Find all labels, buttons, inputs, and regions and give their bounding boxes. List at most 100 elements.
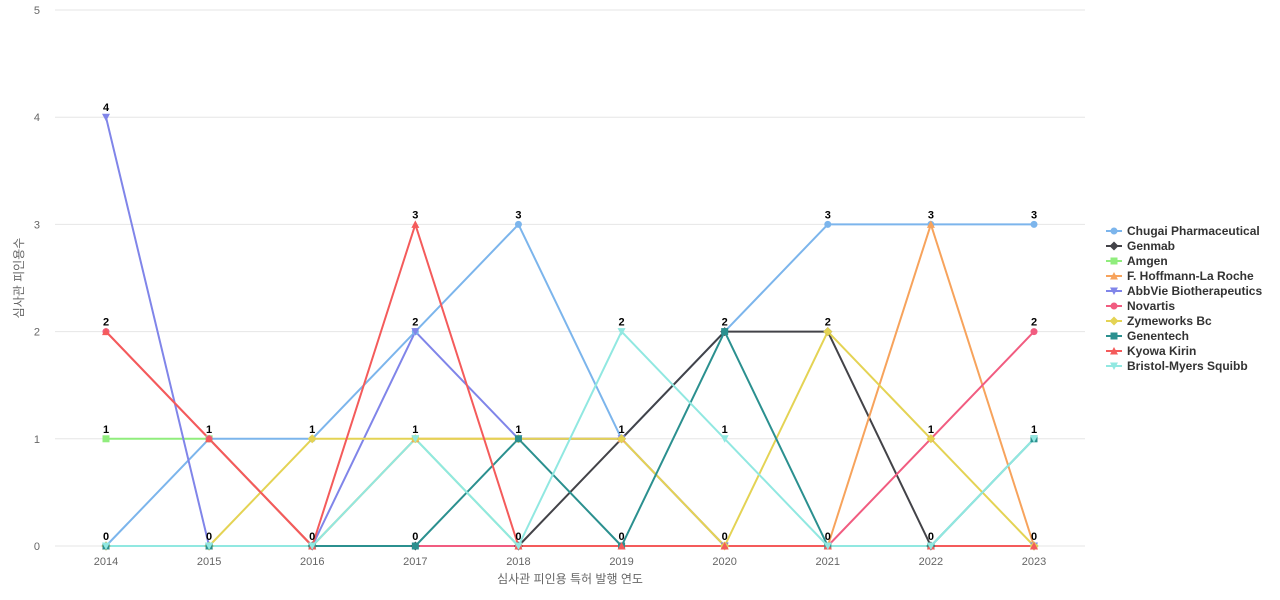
data-point	[411, 435, 420, 443]
data-label: 1	[206, 424, 212, 436]
data-label: 3	[1031, 209, 1037, 221]
legend-item[interactable]: Kyowa Kirin	[1106, 344, 1196, 358]
data-point	[617, 542, 626, 550]
x-tick-label: 2020	[712, 556, 736, 568]
legend-marker	[1110, 257, 1118, 265]
data-label: 1	[618, 424, 624, 436]
data-label: 2	[618, 317, 624, 329]
legend-item[interactable]: Chugai Pharmaceutical	[1106, 224, 1260, 238]
data-point	[617, 434, 627, 444]
legend-item[interactable]: Novartis	[1106, 299, 1175, 313]
y-tick-label: 4	[34, 112, 40, 124]
data-label: 2	[412, 317, 418, 329]
legend-item[interactable]: Amgen	[1106, 254, 1168, 268]
data-point	[926, 220, 935, 228]
data-point	[926, 434, 936, 444]
y-tick-label: 5	[34, 5, 40, 17]
data-point	[514, 220, 522, 228]
legend-label: Amgen	[1127, 254, 1168, 268]
x-tick-label: 2015	[197, 556, 221, 568]
data-label: 1	[515, 424, 521, 436]
legend-label: AbbVie Biotherapeutics	[1127, 284, 1262, 298]
data-point	[823, 542, 832, 550]
data-label: 1	[722, 424, 728, 436]
legend-label: F. Hoffmann-La Roche	[1127, 269, 1254, 283]
series-line	[106, 330, 1035, 547]
legend-marker	[1110, 332, 1118, 340]
legend-marker	[1110, 227, 1118, 235]
x-tick-label: 2018	[506, 556, 530, 568]
data-point	[307, 434, 317, 444]
data-label: 2	[825, 317, 831, 329]
data-label: 3	[825, 209, 831, 221]
data-point	[617, 328, 626, 336]
data-point	[824, 220, 832, 228]
legend-item[interactable]: F. Hoffmann-La Roche	[1106, 269, 1254, 283]
x-tick-label: 2019	[609, 556, 633, 568]
data-point	[411, 542, 419, 550]
series-lines	[105, 116, 1035, 547]
data-label: 0	[103, 531, 109, 543]
legend-item[interactable]: Bristol-Myers Squibb	[1106, 359, 1248, 373]
data-point	[1030, 435, 1038, 443]
data-point	[720, 435, 729, 443]
series-line	[106, 223, 1035, 547]
legend-item[interactable]: Genmab	[1106, 239, 1175, 253]
data-label: 2	[103, 317, 109, 329]
legend-item[interactable]: Genentech	[1106, 329, 1189, 343]
data-label: 3	[412, 209, 418, 221]
data-labels: 4 2 1 0 1 0 1 0 3 2 1 0 3 1 0 2 1 0 2 1 0 3 2 0 3 1 0 3 2 1 0	[103, 102, 1037, 543]
legend-label: Bristol-Myers Squibb	[1127, 359, 1248, 373]
legend-label: Genmab	[1127, 239, 1175, 253]
y-tick-label: 0	[34, 541, 40, 553]
series-line	[105, 223, 1034, 547]
data-point	[308, 542, 317, 550]
x-tick-label: 2023	[1022, 556, 1046, 568]
data-point	[205, 542, 214, 550]
data-point	[514, 435, 522, 443]
legend-marker	[1109, 316, 1119, 326]
legend-item[interactable]: AbbVie Biotherapeutics	[1106, 284, 1262, 298]
legend-label: Novartis	[1127, 299, 1175, 313]
y-axis-title: 심사관 피인용수	[12, 238, 26, 319]
data-point	[411, 328, 420, 336]
data-label: 2	[1031, 317, 1037, 329]
data-point	[102, 542, 110, 550]
x-tick-label: 2022	[919, 556, 943, 568]
y-tick-label: 1	[34, 434, 40, 446]
legend-marker	[1110, 302, 1118, 310]
data-label: 1	[103, 424, 109, 436]
data-point	[102, 113, 110, 122]
x-axis-ticks: 2014 2015 2016 2017 2018 2019 2020 2021 2022 2023	[94, 556, 1046, 568]
y-axis-ticks: 0 1 2 3 4 5	[34, 5, 40, 553]
data-point	[721, 328, 729, 336]
legend-label: Chugai Pharmaceutical	[1127, 224, 1260, 238]
x-tick-label: 2017	[403, 556, 427, 568]
data-label: 1	[309, 424, 315, 436]
legend-marker	[1110, 347, 1118, 355]
series-markers	[101, 113, 1039, 551]
data-label: 4	[103, 102, 110, 114]
legend-marker	[1110, 287, 1118, 295]
data-label: 3	[515, 209, 521, 221]
legend-marker	[1109, 241, 1119, 251]
data-point	[926, 542, 935, 550]
x-tick-label: 2014	[94, 556, 118, 568]
data-label: 0	[515, 531, 521, 543]
data-label: 0	[1031, 531, 1037, 543]
data-point	[1030, 220, 1038, 228]
data-label: 3	[928, 209, 934, 221]
data-label: 0	[722, 531, 728, 543]
data-point	[1030, 542, 1038, 550]
legend-item[interactable]: Zymeworks Bc	[1106, 314, 1212, 328]
legend-label: Kyowa Kirin	[1127, 344, 1196, 358]
legend-label: Genentech	[1127, 329, 1189, 343]
data-label: 0	[206, 531, 212, 543]
data-point	[1030, 328, 1038, 336]
data-point	[205, 434, 214, 443]
data-point	[720, 542, 729, 550]
data-point	[514, 542, 523, 550]
data-point	[102, 435, 110, 443]
